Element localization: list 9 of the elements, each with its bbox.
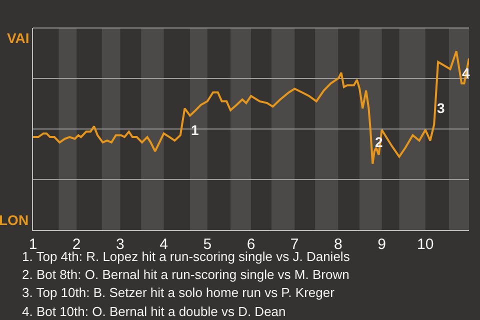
text: 2. Bot 8th: O. Bernal hit a run-scoring single vs M. Brown (22, 267, 350, 282)
annotation: 3 (437, 100, 445, 116)
x-tick-label: 10 (417, 236, 434, 253)
text: 4. Bot 10th: O. Bernal hit a double vs D. Dean (22, 304, 286, 319)
text: 3. Top 10th: B. Setzer hit a solo home run vs P. Kreger (22, 285, 336, 300)
x-tick-label: 9 (378, 236, 386, 253)
annotation: 1 (191, 122, 199, 138)
text: LON (0, 212, 29, 228)
text: VAI (7, 30, 30, 46)
